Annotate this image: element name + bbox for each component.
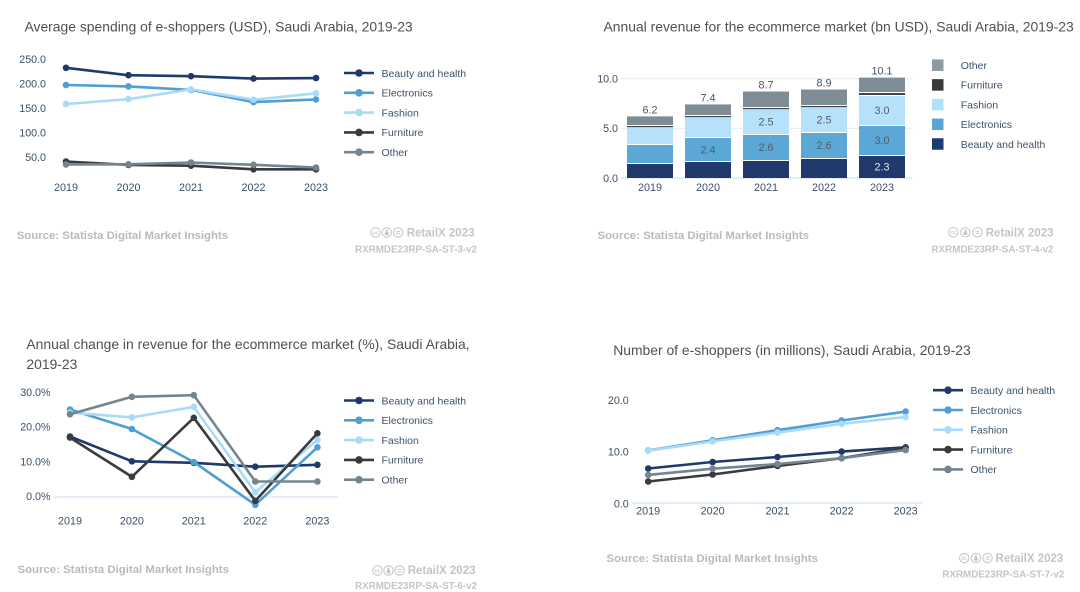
svg-text:200.0: 200.0 <box>19 78 46 90</box>
svg-text:Fashion: Fashion <box>971 425 1009 437</box>
svg-text:Source: Statista Digital Marke: Source: Statista Digital Market Insights <box>598 230 809 242</box>
svg-text:5.0: 5.0 <box>603 123 618 135</box>
svg-text:8.9: 8.9 <box>816 78 831 90</box>
svg-text:Beauty and health: Beauty and health <box>971 385 1056 397</box>
svg-text:2019: 2019 <box>54 182 78 194</box>
svg-text:cc: cc <box>961 556 967 562</box>
svg-text:0.0: 0.0 <box>614 498 629 510</box>
svg-text:2020: 2020 <box>696 182 720 194</box>
svg-text:2022: 2022 <box>243 516 267 528</box>
svg-text:cc: cc <box>375 568 381 574</box>
svg-text:2021: 2021 <box>179 182 203 194</box>
svg-text:Other: Other <box>382 475 409 487</box>
svg-text:8.7: 8.7 <box>758 80 773 92</box>
svg-text:Fashion: Fashion <box>382 435 420 447</box>
svg-text:Other: Other <box>971 464 998 476</box>
svg-text:Other: Other <box>961 60 988 72</box>
svg-text:RetailX 2023: RetailX 2023 <box>408 565 476 577</box>
svg-text:RetailX 2023: RetailX 2023 <box>996 553 1064 565</box>
svg-text:Beauty and health: Beauty and health <box>961 139 1046 151</box>
svg-text:2022: 2022 <box>830 506 854 518</box>
svg-text:Average spending of e-shoppers: Average spending of e-shoppers (USD), Sa… <box>25 19 413 35</box>
svg-text:Annual change in revenue for t: Annual change in revenue for the ecommer… <box>26 336 469 352</box>
svg-text:2020: 2020 <box>116 182 140 194</box>
svg-text:Electronics: Electronics <box>382 415 433 427</box>
svg-text:10.0%: 10.0% <box>20 456 51 468</box>
svg-text:Number of e-shoppers (in milli: Number of e-shoppers (in millions), Saud… <box>613 342 971 358</box>
svg-text:2023: 2023 <box>870 182 894 194</box>
svg-text:2019-23: 2019-23 <box>26 356 77 372</box>
svg-text:0.0: 0.0 <box>603 173 618 185</box>
svg-text:20.0%: 20.0% <box>20 422 51 434</box>
svg-text:cc: cc <box>373 230 379 236</box>
svg-text:Source: Statista Digital Marke: Source: Statista Digital Market Insights <box>607 553 818 565</box>
svg-text:2.3: 2.3 <box>874 161 889 173</box>
svg-text:20.0: 20.0 <box>608 395 629 407</box>
svg-text:Furniture: Furniture <box>382 455 424 467</box>
svg-text:Fashion: Fashion <box>961 99 999 111</box>
svg-text:2019: 2019 <box>638 182 662 194</box>
svg-text:2019: 2019 <box>636 506 660 518</box>
svg-text:2022: 2022 <box>812 182 836 194</box>
svg-text:0.0%: 0.0% <box>26 491 51 503</box>
svg-text:2021: 2021 <box>754 182 778 194</box>
svg-text:2020: 2020 <box>701 506 725 518</box>
svg-text:Fashion: Fashion <box>382 107 420 119</box>
svg-text:Furniture: Furniture <box>961 80 1003 92</box>
svg-text:50.0: 50.0 <box>25 152 46 164</box>
svg-text:Beauty and health: Beauty and health <box>382 395 467 407</box>
svg-text:6.2: 6.2 <box>642 104 657 116</box>
svg-text:2.6: 2.6 <box>758 142 773 154</box>
svg-text:10.1: 10.1 <box>871 66 892 78</box>
svg-text:RXRMDE23RP-SA-ST-7-v2: RXRMDE23RP-SA-ST-7-v2 <box>942 570 1064 581</box>
svg-text:2022: 2022 <box>241 182 265 194</box>
svg-text:RXRMDE23RP-SA-ST-6-v2: RXRMDE23RP-SA-ST-6-v2 <box>355 581 477 592</box>
svg-text:2019: 2019 <box>58 516 82 528</box>
svg-text:100.0: 100.0 <box>19 127 46 139</box>
svg-text:Other: Other <box>382 147 409 159</box>
svg-text:Furniture: Furniture <box>382 127 424 139</box>
svg-text:2023: 2023 <box>304 182 328 194</box>
svg-text:Annual revenue for the ecommer: Annual revenue for the ecommerce market … <box>604 19 1074 35</box>
svg-text:3.0: 3.0 <box>874 105 889 117</box>
svg-text:250.0: 250.0 <box>19 54 46 66</box>
svg-text:2021: 2021 <box>182 516 206 528</box>
svg-text:Electronics: Electronics <box>382 88 433 100</box>
svg-text:30.0%: 30.0% <box>20 387 51 399</box>
svg-text:Electronics: Electronics <box>971 405 1022 417</box>
svg-text:2023: 2023 <box>894 506 918 518</box>
svg-text:2.5: 2.5 <box>758 117 773 129</box>
svg-text:2.6: 2.6 <box>816 140 831 152</box>
svg-text:RXRMDE23RP-SA-ST-3-v2: RXRMDE23RP-SA-ST-3-v2 <box>355 244 477 255</box>
svg-text:2023: 2023 <box>305 516 329 528</box>
svg-text:10.0: 10.0 <box>597 74 618 86</box>
svg-text:7.4: 7.4 <box>700 92 715 104</box>
svg-text:3.0: 3.0 <box>874 135 889 147</box>
svg-text:150.0: 150.0 <box>19 103 46 115</box>
svg-text:cc: cc <box>950 230 956 236</box>
svg-text:2.5: 2.5 <box>816 115 831 127</box>
svg-text:Source: Statista Digital Marke: Source: Statista Digital Market Insights <box>17 230 228 242</box>
svg-text:Furniture: Furniture <box>971 444 1013 456</box>
svg-text:Source: Statista Digital Marke: Source: Statista Digital Market Insights <box>18 564 229 576</box>
svg-text:2021: 2021 <box>765 506 789 518</box>
svg-text:Electronics: Electronics <box>961 119 1012 131</box>
svg-text:10.0: 10.0 <box>608 447 629 459</box>
svg-text:Beauty and health: Beauty and health <box>382 68 467 80</box>
svg-text:2020: 2020 <box>120 516 144 528</box>
svg-text:RXRMDE23RP-SA-ST-4-v2: RXRMDE23RP-SA-ST-4-v2 <box>932 244 1054 255</box>
svg-text:RetailX 2023: RetailX 2023 <box>407 228 475 240</box>
svg-text:RetailX 2023: RetailX 2023 <box>986 228 1054 240</box>
svg-text:2.4: 2.4 <box>700 145 715 157</box>
